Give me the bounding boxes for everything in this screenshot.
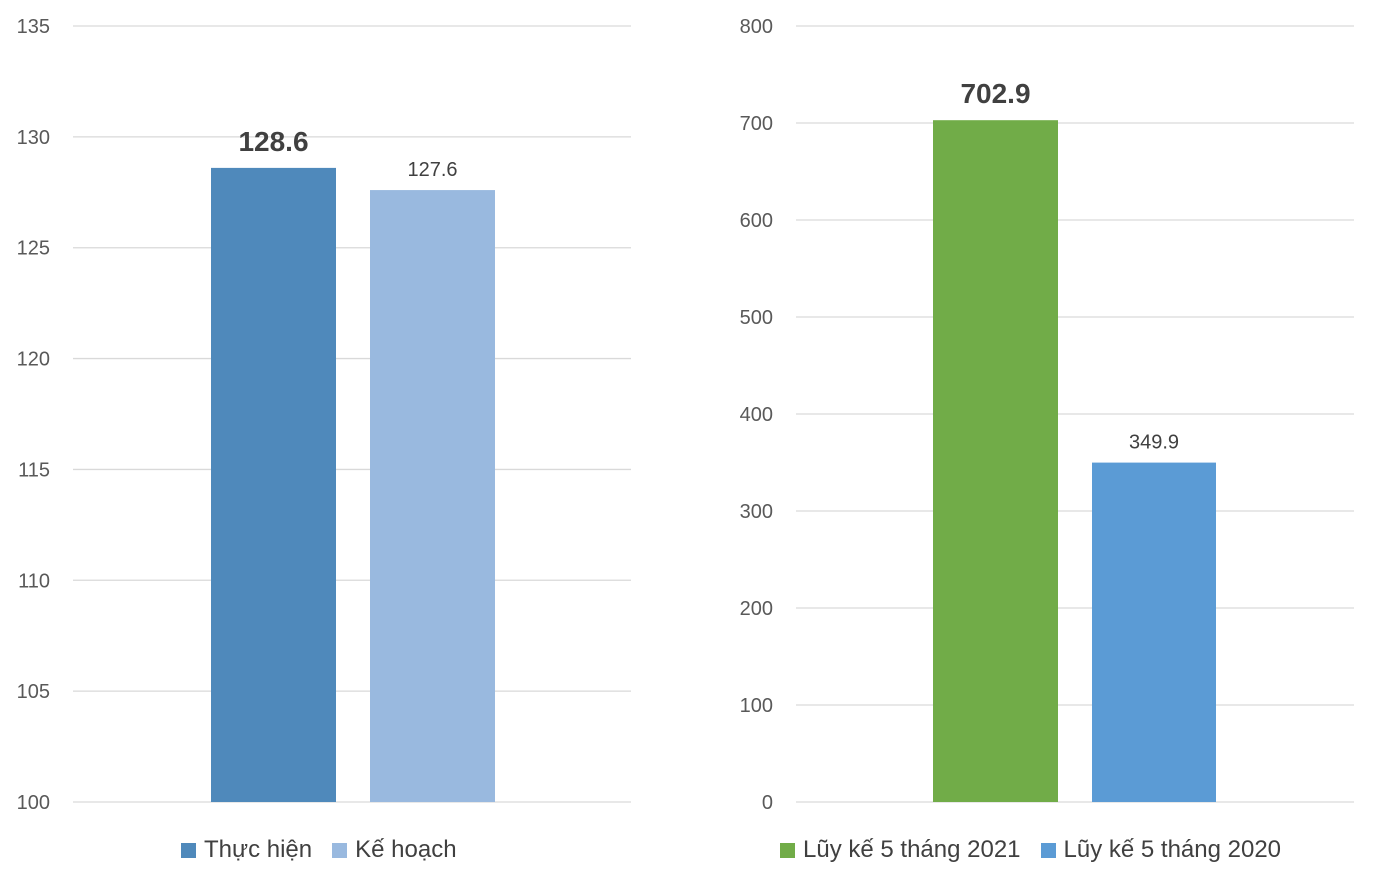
data-label: 702.9 (960, 78, 1030, 109)
legend-label: Kế hoạch (355, 836, 457, 863)
legend-swatch (181, 842, 196, 858)
legend-swatch (332, 842, 348, 858)
y-tick-label: 110 (18, 570, 50, 592)
y-tick-label: 500 (740, 307, 773, 329)
legend-right: Lũy kế 5 tháng 2021 Lũy kế 5 tháng 2020 (780, 836, 1281, 864)
bar-first (933, 120, 1058, 802)
data-label: 128.6 (238, 126, 308, 157)
legend-label: Lũy kế 5 tháng 2020 (1063, 836, 1282, 863)
legend-left: Thực hiện Kế hoạch (181, 836, 457, 864)
y-tick-label: 0 (762, 792, 773, 814)
legend-item-thuc-hien: Thực hiện (181, 836, 312, 864)
y-tick-label: 800 (740, 16, 773, 38)
y-tick-label: 130 (17, 127, 50, 149)
legend-swatch (1040, 842, 1056, 858)
bar-second (1092, 462, 1216, 802)
y-tick-label: 200 (740, 598, 773, 620)
y-tick-label: 600 (740, 210, 773, 232)
chart-left: 100 105 110 115 120 125 130 135 128.6 127.6 (17, 16, 631, 814)
y-tick-label: 700 (740, 113, 773, 135)
bar-second (370, 190, 495, 802)
legend-item-2020: Lũy kế 5 tháng 2020 (1040, 836, 1282, 864)
data-label: 349.9 (1129, 432, 1179, 454)
bar-first (211, 167, 336, 802)
legend-label: Thực hiện (204, 836, 313, 863)
y-tick-label: 125 (17, 238, 50, 260)
legend-label: Lũy kế 5 tháng 2021 (803, 836, 1021, 863)
y-tick-label: 100 (17, 792, 50, 814)
y-tick-label: 105 (17, 681, 50, 703)
data-label: 127.6 (407, 159, 457, 181)
y-tick-label: 115 (18, 459, 50, 481)
legend-swatch (780, 842, 795, 858)
y-tick-label: 400 (740, 404, 773, 426)
y-tick-label: 100 (740, 695, 773, 717)
legend-item-2021: Lũy kế 5 tháng 2021 (780, 836, 1021, 864)
y-tick-label: 135 (17, 16, 50, 38)
legend-item-ke-hoach: Kế hoạch (332, 836, 457, 864)
chart-right: 0 100 200 300 400 500 600 700 800 702.9 349.9 (740, 16, 1354, 814)
y-tick-label: 120 (17, 349, 50, 371)
y-tick-label: 300 (740, 501, 773, 523)
